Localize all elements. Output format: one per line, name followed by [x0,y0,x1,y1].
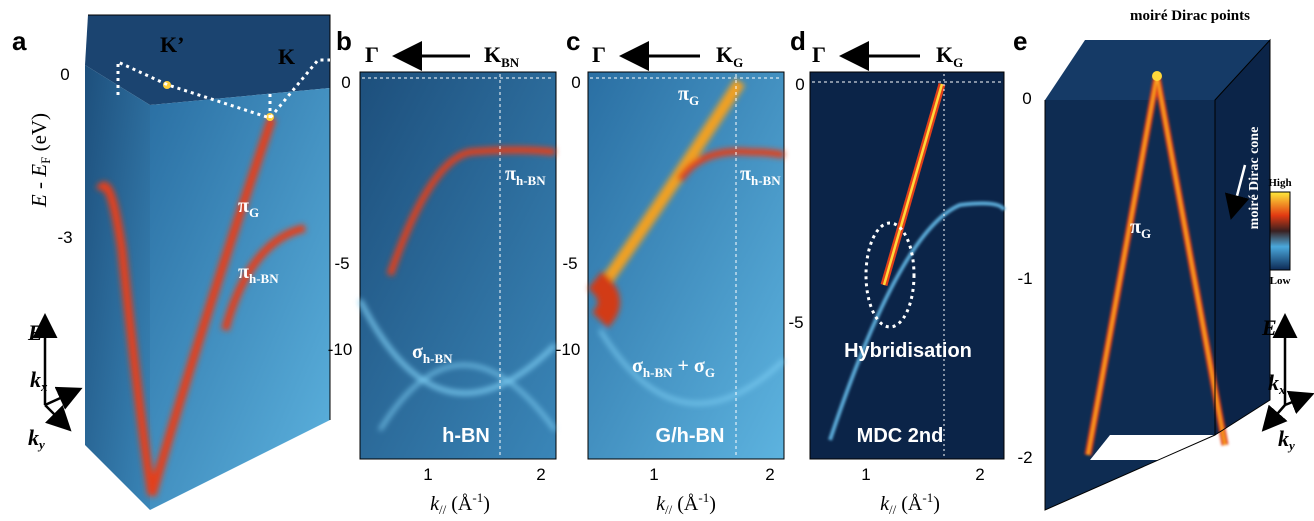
x-axis-label: k// (Å-1) [656,490,716,517]
y-tick-label: 0 [60,65,69,84]
panel-c: c Γ KG 0 -5 -10 1 2 πG πh-BN σh-BN + σG … [556,26,784,517]
k-prime: K’ [160,32,184,57]
colorbar-high: High [1268,177,1291,189]
panel-letter: e [1013,26,1027,56]
x-axis-label: k// (Å-1) [430,490,490,517]
panel-letter: a [12,26,27,56]
panel-e: e moiré Dirac points moiré Dirac cone Hi… [1013,8,1310,510]
y-tick-label: 0 [795,75,804,94]
x-tick-label: 1 [861,465,870,484]
y-tick-label: -10 [328,340,353,359]
panel-b: b Γ KBN 0 -5 -10 1 2 πh-BN σh-BN h-BN k/… [328,26,556,517]
spectrum [810,72,1004,459]
k-label: K [278,44,295,69]
axis-ky: ky [28,425,45,452]
box-front [150,88,330,510]
axis-e: E [1261,315,1277,340]
y-tick-label: 0 [571,73,580,92]
y-tick-label: -5 [562,254,577,273]
box-side [1215,40,1270,435]
axis-kx: kx [1268,370,1286,397]
x-tick-label: 1 [423,465,432,484]
x-tick-label: 2 [975,465,984,484]
annotation: Hybridisation [844,340,972,362]
axis-ky: ky [1278,426,1295,453]
colorbar [1270,192,1290,270]
y-tick-label: -2 [1017,448,1032,467]
x-axis-label: k// (Å-1) [880,490,940,517]
y-tick-label: -5 [334,254,349,273]
y-tick-label: -3 [57,228,72,247]
x-tick-label: 1 [649,465,658,484]
x-tick-label: 2 [536,465,545,484]
axis-e: E [27,320,43,345]
figure: a K’ K 0 -3 E - EF (eV) πG πh-BN E kx ky… [0,0,1314,521]
y-tick-label: 0 [341,73,350,92]
top-label: moiré Dirac points [1130,8,1250,24]
y-axis-label: E - EF (eV) [27,113,53,208]
x-tick-label: 2 [765,465,774,484]
gamma-label: Γ [812,42,826,67]
dirac-point [1152,71,1162,81]
y-tick-label: -1 [1017,269,1032,288]
panel-letter: c [566,26,580,56]
gamma-label: Γ [592,42,606,67]
k-label: KG [936,42,963,70]
spectrum [360,72,556,459]
sample-label: MDC 2nd [857,425,944,447]
k-label: KBN [484,42,520,70]
side-label: moiré Dirac cone [1247,127,1262,230]
panel-letter: b [336,26,352,56]
cut [1090,435,1215,460]
panel-d: d Γ KG 0 -5 1 2 Hybridisation MDC 2nd k/… [788,26,1004,517]
sample-label: G/h-BN [656,425,725,447]
k-label: KG [716,42,743,70]
axes-icon [45,318,78,428]
dirac-point [163,81,171,89]
y-tick-label: -10 [556,340,581,359]
sample-label: h-BN [442,425,490,447]
panel-a: a K’ K 0 -3 E - EF (eV) πG πh-BN E kx ky [12,15,330,510]
page: {"panels":{ "a":{"letter":"a","k_prime":… [0,0,1314,521]
y-tick-label: -5 [788,313,803,332]
panel-letter: d [790,26,806,56]
gamma-label: Γ [365,42,379,67]
colorbar-low: Low [1270,275,1291,287]
y-tick-label: 0 [1022,89,1031,108]
